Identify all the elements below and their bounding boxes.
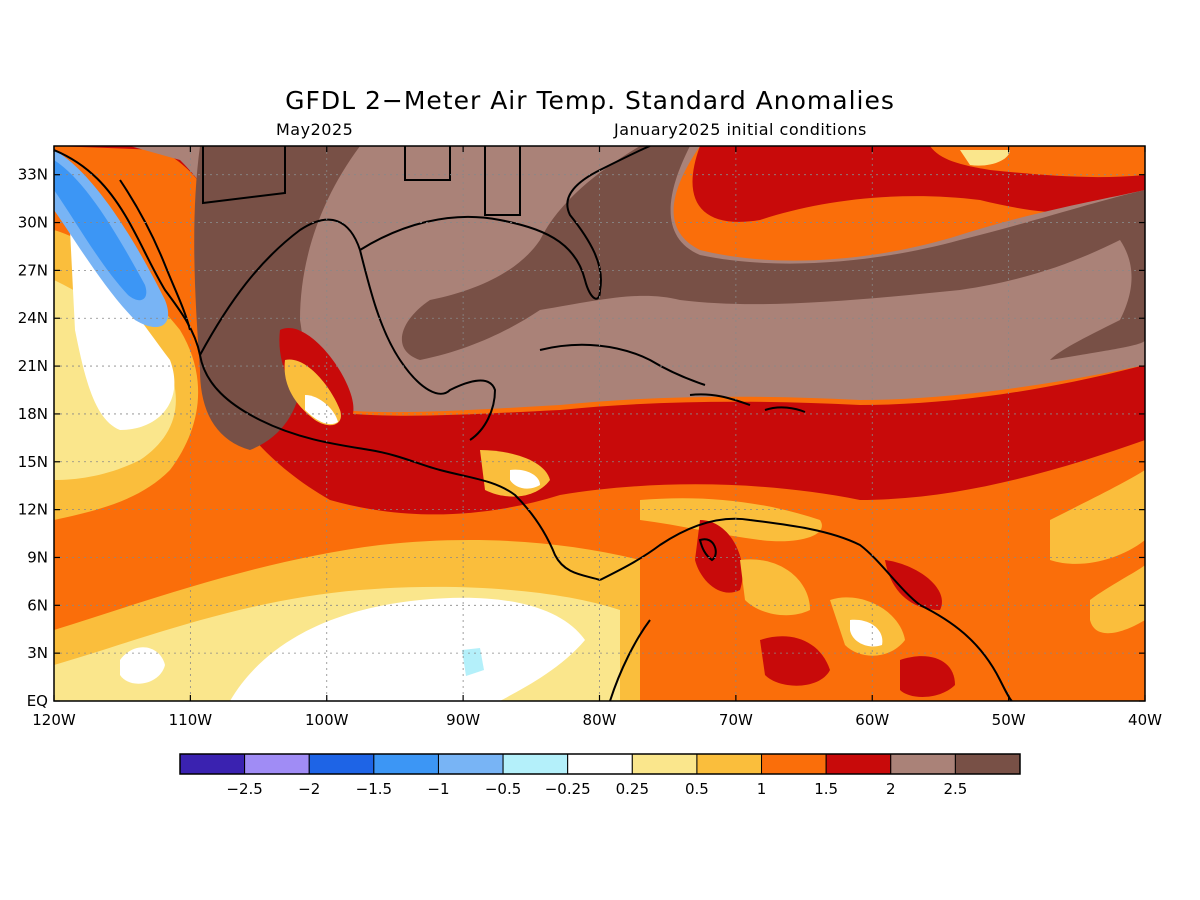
- colorbar-swatch: [437, 753, 504, 775]
- colorbar-label: −1: [427, 780, 449, 798]
- colorbar-label: −0.25: [545, 780, 591, 798]
- lon-label: 90W: [446, 711, 480, 729]
- lat-label: 3N: [27, 644, 48, 662]
- lat-label: 27N: [18, 261, 48, 279]
- colorbar-label: 0.5: [685, 780, 709, 798]
- colorbar-swatch: [696, 753, 763, 775]
- lat-label: 12N: [18, 501, 48, 519]
- colorbar-swatch: [954, 753, 1021, 775]
- colorbar-label: −2: [298, 780, 320, 798]
- lat-label: 15N: [18, 453, 48, 471]
- axis-ticks: EQ 3N 6N 9N 12N 15N 18N 21N 24N 27N 30N 33N 120W 110W…: [18, 146, 1162, 729]
- colorbar-label: 1.5: [814, 780, 838, 798]
- colorbar-swatch: [631, 753, 698, 775]
- lon-label: 60W: [855, 711, 889, 729]
- colorbar-label: 1: [757, 780, 767, 798]
- colorbar-swatch: [890, 753, 956, 775]
- coastlines: [54, 146, 1013, 701]
- lat-label: EQ: [27, 692, 48, 710]
- lon-label: 50W: [992, 711, 1026, 729]
- lon-label: 40W: [1128, 711, 1162, 729]
- lat-label: 21N: [18, 357, 48, 375]
- lat-label: 18N: [18, 405, 48, 423]
- lon-label: 110W: [169, 711, 213, 729]
- colorbar: −2.5 −2 −1.5 −1 −0.5 −0.25 0.25 0.5 1 1.5 2 2.5: [179, 753, 1021, 798]
- lat-label: 33N: [18, 166, 48, 184]
- colorbar-label: −1.5: [356, 780, 392, 798]
- lat-label: 30N: [18, 214, 48, 232]
- colorbar-label: 2: [886, 780, 896, 798]
- colorbar-label: 0.25: [616, 780, 649, 798]
- colorbar-frame: [179, 753, 1021, 775]
- colorbar-swatch: [761, 753, 827, 775]
- lat-label: 24N: [18, 309, 48, 327]
- colorbar-swatch: [308, 753, 375, 775]
- lon-label: 70W: [719, 711, 753, 729]
- forecast-month: May2025: [276, 120, 354, 139]
- lon-label: 120W: [32, 711, 76, 729]
- lon-label: 80W: [583, 711, 617, 729]
- colorbar-label: −2.5: [226, 780, 262, 798]
- colorbar-swatch: [825, 753, 892, 775]
- colorbar-swatch: [244, 753, 310, 775]
- graticule: [54, 146, 1145, 701]
- lon-label: 100W: [305, 711, 349, 729]
- colorbar-swatch: [373, 753, 439, 775]
- lat-label: 6N: [27, 596, 48, 614]
- colorbar-label: 2.5: [943, 780, 967, 798]
- colorbar-swatch: [567, 753, 633, 775]
- map-title: GFDL 2−Meter Air Temp. Standard Anomalie…: [285, 86, 895, 115]
- colorbar-swatch: [502, 753, 569, 775]
- lat-label: 9N: [27, 548, 48, 566]
- initial-conditions: January2025 initial conditions: [614, 120, 867, 139]
- colorbar-swatch: [179, 753, 246, 775]
- colorbar-label: −0.5: [485, 780, 521, 798]
